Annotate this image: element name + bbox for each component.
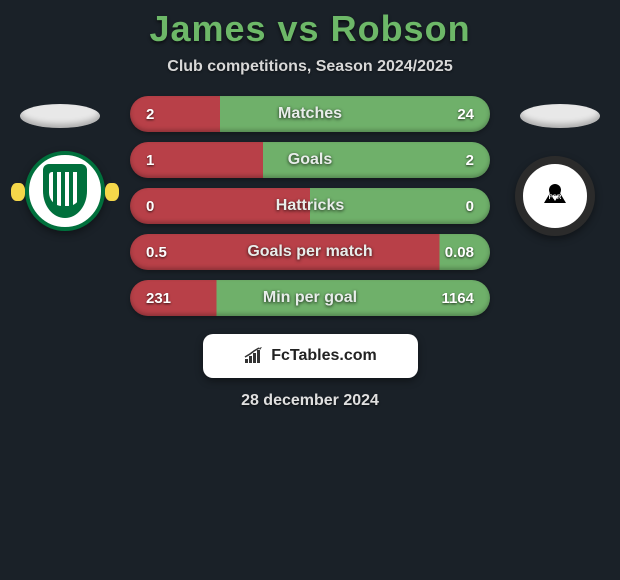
stats-list: 2 Matches 24 1 Goals 2 0 Hattricks 0 0.5… xyxy=(130,96,490,316)
comparison-card: James vs Robson Club competitions, Seaso… xyxy=(0,0,620,410)
yeovil-crest xyxy=(25,151,105,231)
right-player-ellipse xyxy=(520,104,600,128)
fgr-crest: FGR xyxy=(515,156,595,236)
stat-label: Matches xyxy=(278,105,342,123)
stat-left-value: 2 xyxy=(146,106,154,123)
left-club-badge xyxy=(25,151,105,231)
stat-row-goals-per-match: 0.5 Goals per match 0.08 xyxy=(130,234,490,270)
stat-row-min-per-goal: 231 Min per goal 1164 xyxy=(130,280,490,316)
svg-text:FGR: FGR xyxy=(549,195,562,201)
stat-right-value: 0.08 xyxy=(445,244,474,261)
stat-left-value: 0 xyxy=(146,198,154,215)
stat-right-value: 1164 xyxy=(441,290,474,307)
brand-text: FcTables.com xyxy=(271,347,377,365)
stat-left-value: 0.5 xyxy=(146,244,167,261)
shield-icon xyxy=(43,164,87,218)
stat-left-value: 1 xyxy=(146,152,154,169)
stat-label: Hattricks xyxy=(276,197,344,215)
stat-label: Min per goal xyxy=(263,289,357,307)
fgr-center-icon: FGR xyxy=(538,179,572,213)
subtitle: Club competitions, Season 2024/2025 xyxy=(0,58,620,76)
content-area: FGR 2 Matches 24 1 Goals 2 0 Hattricks 0 xyxy=(0,96,620,410)
chart-icon xyxy=(243,347,265,365)
left-player-ellipse xyxy=(20,104,100,128)
stat-right-value: 0 xyxy=(466,198,474,215)
stat-label: Goals xyxy=(288,151,332,169)
stat-left-value: 231 xyxy=(146,290,171,307)
right-club-badge: FGR xyxy=(515,156,595,236)
lion-icon xyxy=(11,183,25,201)
lion-icon xyxy=(105,183,119,201)
stat-right-value: 2 xyxy=(466,152,474,169)
stat-label: Goals per match xyxy=(247,243,372,261)
stat-row-hattricks: 0 Hattricks 0 xyxy=(130,188,490,224)
stat-row-matches: 2 Matches 24 xyxy=(130,96,490,132)
brand-badge: FcTables.com xyxy=(203,334,418,378)
stat-row-goals: 1 Goals 2 xyxy=(130,142,490,178)
stripes-icon xyxy=(49,172,81,206)
stat-right-value: 24 xyxy=(457,106,474,123)
page-title: James vs Robson xyxy=(0,8,620,50)
date-text: 28 december 2024 xyxy=(0,392,620,410)
